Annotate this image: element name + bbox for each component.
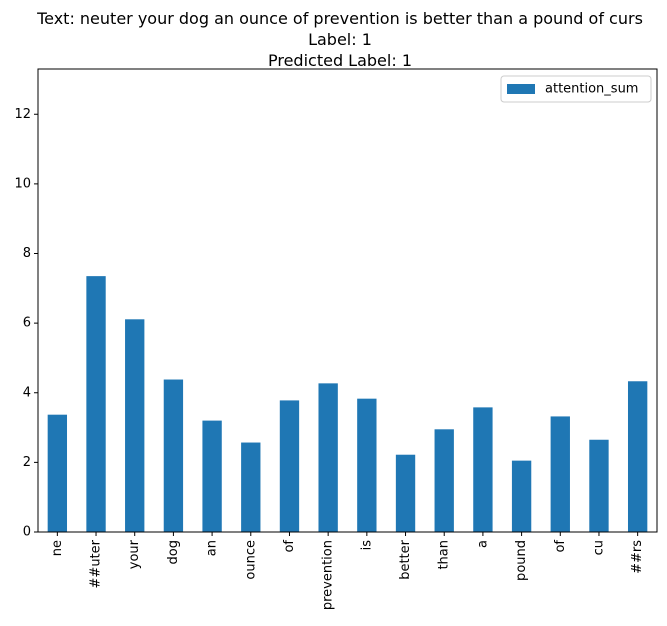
y-tick-label-6: 12 (14, 107, 31, 122)
title-line-1: Text: neuter your dog an ounce of preven… (36, 9, 643, 28)
x-tick-label-0: ne (50, 540, 65, 556)
bar-1 (86, 276, 106, 532)
y-axis: 0 2 4 6 8 10 12 (14, 107, 38, 540)
y-tick-label-0: 0 (23, 525, 31, 540)
chart-title: Text: neuter your dog an ounce of preven… (36, 9, 643, 70)
bar-0 (47, 414, 68, 532)
plot-frame (37, 68, 658, 533)
y-tick-label-5: 10 (14, 176, 31, 191)
x-tick-label-11: a (475, 540, 490, 548)
y-tick-label-4: 8 (23, 246, 31, 261)
x-tick-label-7: prevention (321, 540, 336, 610)
x-tick-label-9: better (398, 539, 413, 579)
legend-swatch (507, 84, 535, 94)
bars (47, 276, 648, 532)
y-tick-label-1: 2 (23, 455, 31, 470)
bar-2 (125, 319, 145, 532)
bar-10 (434, 429, 454, 532)
x-tick-label-2: your (127, 539, 142, 569)
legend-box (500, 75, 652, 103)
x-tick-label-13: of (553, 540, 568, 553)
bar-5 (241, 442, 261, 532)
y-tick-label-2: 4 (23, 385, 31, 400)
bar-11 (473, 407, 493, 532)
title-line-2: Label: 1 (308, 30, 372, 49)
x-tick-label-5: ounce (243, 540, 258, 580)
title-line-3: Predicted Label: 1 (268, 51, 412, 70)
bar-9 (395, 454, 416, 532)
bar-13 (550, 416, 570, 532)
bar-15 (627, 381, 648, 532)
bar-12 (511, 460, 532, 532)
y-tick-label-3: 6 (23, 316, 31, 331)
bar-6 (279, 400, 300, 532)
x-tick-label-14: cu (591, 540, 606, 555)
x-tick-label-10: than (437, 540, 452, 570)
bar-7 (318, 383, 338, 532)
legend: attention_sum (500, 75, 652, 103)
bar-14 (589, 439, 609, 532)
x-tick-label-6: of (282, 540, 297, 553)
x-axis: ne ##uter your dog an ounce of prevention is bett… (50, 532, 645, 610)
x-tick-label-15: ##rs (630, 540, 645, 574)
x-tick-label-3: dog (166, 540, 181, 564)
x-tick-label-1: ##uter (89, 539, 104, 588)
legend-label: attention_sum (545, 82, 638, 97)
x-tick-label-12: pound (514, 540, 529, 581)
bar-4 (202, 420, 222, 532)
bar-8 (357, 398, 377, 532)
x-tick-label-4: an (205, 540, 220, 556)
x-tick-label-8: is (359, 540, 374, 551)
bar-3 (163, 379, 184, 532)
